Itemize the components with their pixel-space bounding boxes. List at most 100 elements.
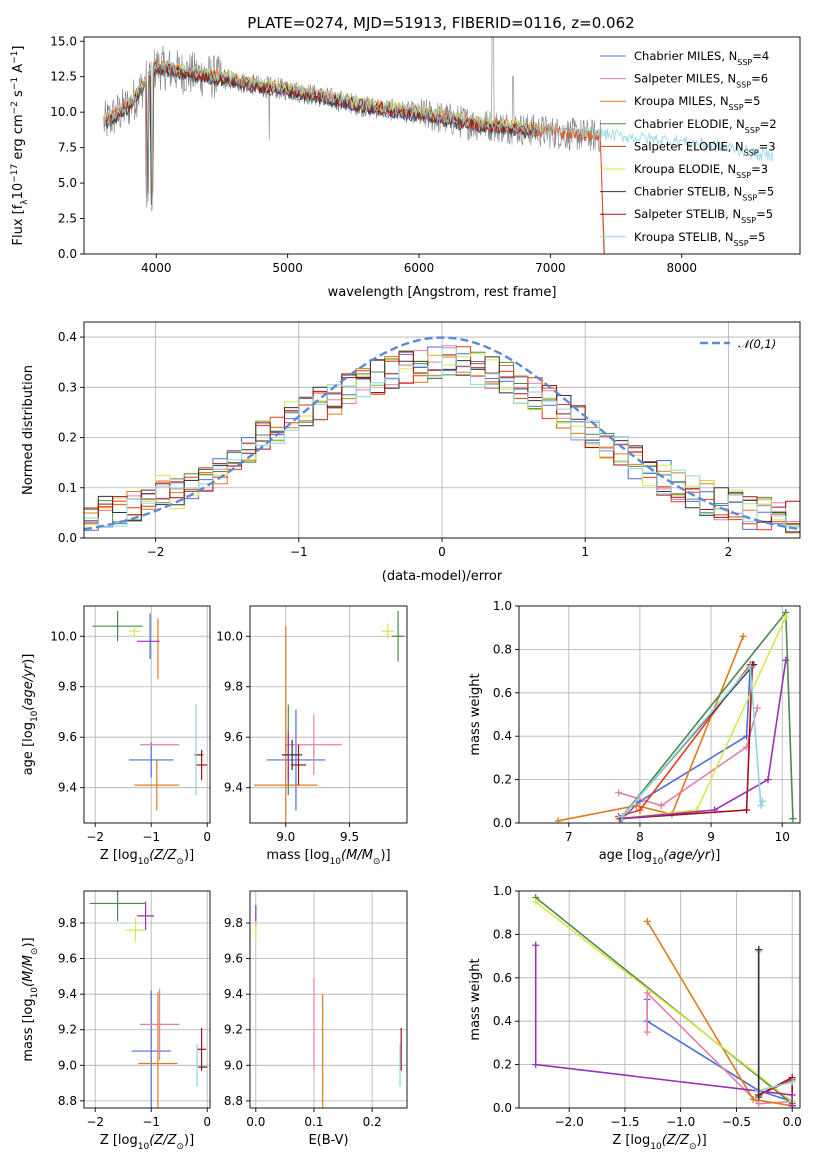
mass-weight-line	[619, 660, 787, 820]
data-marker	[643, 1028, 651, 1036]
legend-text: =5	[756, 207, 773, 221]
x-axis-label: (data-model)/error	[382, 569, 503, 584]
label-part: )]	[21, 937, 36, 947]
age-vs-mass-panel: 9.0 9.5 9.4 9.6 9.8 10.0 mass [log10(M/M⊙)]	[216, 605, 408, 867]
label-part: Z [log	[612, 1133, 650, 1148]
y-axis-label: Normed distribution	[21, 365, 36, 495]
legend-text: Chabrier ELODIE, N	[634, 117, 745, 131]
data-marker	[753, 704, 761, 712]
axes-frame	[83, 890, 211, 1109]
data-marker	[782, 656, 790, 664]
x-tick-label: −2.0	[555, 1115, 584, 1129]
legend-subscript: SSP	[745, 125, 760, 134]
x-tick-label: −1.0	[666, 1115, 695, 1129]
data-marker	[636, 806, 644, 814]
x-axis-label: mass [log10(M/M⊙)]	[266, 848, 390, 867]
y-tick-label: 2.5	[58, 212, 77, 226]
legend-text: =5	[757, 185, 774, 199]
x-tick-label: 9.5	[340, 830, 359, 844]
x-tick-label: −2	[86, 830, 104, 844]
x-tick-label: 7	[565, 830, 573, 844]
label-subscript: 10	[30, 710, 40, 722]
legend-text: =5	[749, 230, 766, 244]
y-axis-label: mass weight	[468, 673, 483, 755]
y-axis-label: age [log10(age/yr)]	[21, 654, 40, 776]
data-marker	[532, 941, 540, 949]
x-tick-label: 0.0	[246, 1115, 265, 1129]
x-axis-label: age [log10(age/yr)]	[599, 848, 721, 867]
y-tick-label: 0.4	[493, 1014, 512, 1028]
age-vs-metallicity-panel: −2 −1 09.49.69.810.0Z [log10(Z/Z⊙)]age [lo…	[21, 605, 211, 867]
legend-text: Kroupa MILES, N	[634, 94, 729, 108]
y-tick-label: 0.4	[493, 729, 512, 743]
y-tick-label: 9.0	[224, 1058, 243, 1072]
label-part: A	[11, 64, 26, 77]
data-marker	[749, 1095, 757, 1103]
legend-text: Salpeter STELIB, N	[634, 207, 741, 221]
y-tick-label: 9.4	[58, 781, 77, 795]
legend-subscript: SSP	[737, 58, 752, 67]
y-tick-label: 0.0	[493, 816, 512, 830]
legend-text: Kroupa STELIB, N	[634, 230, 734, 244]
mass-weight-line	[621, 666, 751, 820]
y-tick-label: 0.6	[493, 686, 512, 700]
label-subscript: 10	[30, 987, 40, 999]
legend-text: =2	[760, 117, 777, 131]
legend-text: Chabrier MILES, N	[634, 49, 737, 63]
x-axis-label: wavelength [Angstrom, rest frame]	[328, 285, 557, 300]
label-part: −1	[10, 77, 20, 90]
errorbar-plot-area	[253, 611, 405, 823]
y-tick-label: 9.8	[58, 680, 77, 694]
axes-frame	[249, 605, 408, 824]
x-tick-label: 7000	[535, 261, 566, 275]
x-tick-label: 1	[581, 545, 589, 559]
legend-entry: Salpeter MILES, NSSP=6	[634, 72, 768, 90]
legend-text: Salpeter ELODIE, N	[634, 139, 744, 153]
errorbar-point	[285, 714, 342, 776]
y-tick-label: 9.2	[224, 1023, 243, 1037]
model-spectrum-line	[106, 61, 774, 210]
errorbar-plot-area	[92, 611, 208, 811]
y-tick-label: 0.4	[58, 330, 77, 344]
y-tick-label: 9.6	[58, 730, 77, 744]
legend-entry: Kroupa MILES, NSSP=5	[634, 94, 760, 112]
data-marker	[755, 1093, 763, 1101]
errorbar-point	[266, 709, 326, 811]
legend-text: Kroupa ELODIE, N	[634, 162, 736, 176]
x-tick-label: 5000	[272, 261, 303, 275]
legend-entry: Salpeter ELODIE, NSSP=3	[634, 139, 776, 157]
x-tick-label: 0.2	[363, 1115, 382, 1129]
errorbar-point	[89, 891, 146, 922]
x-tick-label: −1	[142, 830, 160, 844]
x-tick-label: 4000	[141, 261, 172, 275]
data-marker	[643, 989, 651, 997]
y-axis-label: Flux [fλ10−17 erg cm−2 s−1 A−1]	[10, 46, 30, 246]
y-tick-label: 0.2	[493, 773, 512, 787]
mass-weight-line	[534, 945, 793, 1106]
data-marker	[755, 1100, 763, 1108]
legend-text: =4	[752, 49, 769, 63]
x-tick-label: −1	[142, 1115, 160, 1129]
legend-text: Salpeter MILES, N	[634, 72, 736, 86]
label-part: λ	[20, 199, 30, 205]
legend-entry: Chabrier ELODIE, NSSP=2	[634, 117, 777, 135]
errorbar-point	[128, 626, 140, 637]
data-marker	[739, 632, 747, 640]
legend-text: =3	[751, 162, 768, 176]
label-part: s	[11, 90, 26, 101]
y-tick-label: 0.8	[493, 927, 512, 941]
label-subscript: ⊙	[689, 1142, 697, 1152]
data-marker	[657, 802, 665, 810]
label-part: age [log	[21, 722, 36, 775]
legend-text: =3	[759, 139, 776, 153]
data-marker	[618, 812, 626, 820]
mass-weight-vs-metallicity-panel: −2.0 −1.5 −1.0 −0.5 0.0 0.0 0.2 0.4 0.6 0.8 1.0 Z […	[468, 884, 802, 1152]
y-tick-label: 8.8	[224, 1094, 243, 1108]
x-tick-label: 9.0	[276, 830, 295, 844]
label-part: −17	[10, 164, 20, 183]
x-tick-label: 6000	[404, 261, 435, 275]
errorbar-point	[137, 901, 154, 931]
y-tick-label: 0.0	[58, 247, 77, 261]
label-subscript: 10	[330, 857, 342, 867]
y-tick-label: 5.0	[58, 176, 77, 190]
